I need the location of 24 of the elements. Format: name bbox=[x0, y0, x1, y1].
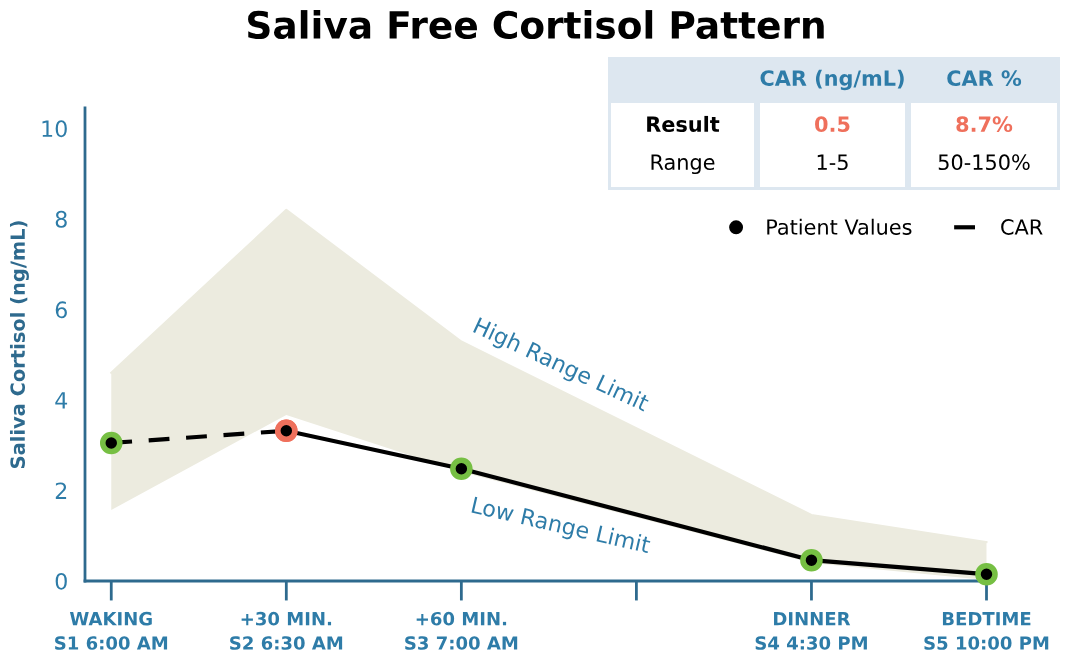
text: CAR % bbox=[947, 70, 1022, 87]
y-tick-label: 10 bbox=[42, 120, 67, 138]
annotation: Result bbox=[647, 115, 720, 133]
annotation: Low Range Limit bbox=[470, 495, 652, 558]
annotation: Range bbox=[651, 154, 715, 175]
y-tick-label: 0 bbox=[55, 572, 67, 590]
x-tick-label: BEDTIME S5 10:00 PM bbox=[924, 612, 1049, 650]
annotation: 1-5 bbox=[817, 154, 848, 171]
x-tick-label: +30 MIN. S2 6:30 AM bbox=[230, 611, 343, 650]
legend-label: CAR bbox=[1001, 219, 1043, 235]
legend-label: Patient Values bbox=[767, 218, 912, 235]
x-tick-label: WAKING S1 6:00 AM bbox=[55, 611, 168, 650]
y-tick-label: 4 bbox=[55, 392, 68, 409]
annotation: 8.7% bbox=[956, 116, 1013, 133]
text: CAR (ng/mL) bbox=[760, 69, 904, 91]
y-axis-title: Saliva Cortisol (ng/mL) bbox=[9, 221, 29, 469]
y-tick-label: 8 bbox=[55, 210, 67, 228]
chart-title: Saliva Free Cortisol Pattern bbox=[248, 10, 824, 40]
y-tick-label: 6 bbox=[55, 301, 67, 319]
x-tick-label: +60 MIN. S3 7:00 AM bbox=[405, 611, 518, 650]
x-tick-label: DINNER S4 4:30 PM bbox=[755, 612, 867, 650]
annotation: 0.5 bbox=[815, 116, 850, 133]
annotation: 50-150% bbox=[938, 154, 1030, 171]
y-tick-label: 2 bbox=[55, 482, 67, 499]
